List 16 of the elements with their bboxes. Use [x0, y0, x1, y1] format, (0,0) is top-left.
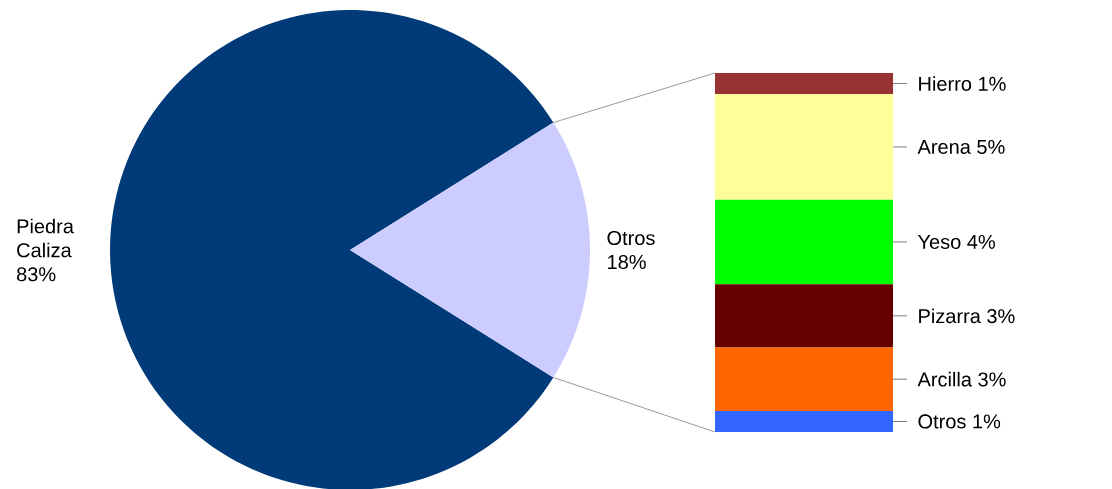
bar — [715, 347, 894, 411]
bar — [715, 410, 894, 432]
data-label: 18% — [608, 254, 646, 270]
data-label: Pizarra 3% — [919, 308, 1015, 324]
slice-label: Piedra Caliza — [17, 218, 74, 258]
bar — [715, 94, 894, 200]
bar — [715, 284, 894, 348]
data-label: Hierro 1% — [919, 76, 1006, 91]
data-label: Otros 1% — [918, 414, 1001, 429]
data-label: Arena 5% — [917, 139, 1005, 154]
data-label: Arcilla 3% — [917, 371, 1006, 387]
data-label: Yeso 4% — [917, 234, 995, 249]
data-label: 83% — [17, 267, 56, 282]
bar — [715, 199, 894, 285]
bar — [715, 73, 894, 95]
slice-label: Otros — [607, 230, 655, 246]
